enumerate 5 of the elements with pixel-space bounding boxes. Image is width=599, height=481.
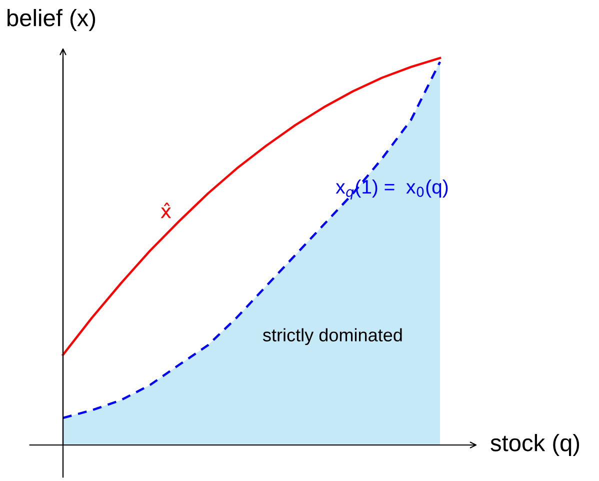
annotation: x̂ bbox=[160, 202, 172, 218]
y-axis-title: belief (x) bbox=[8, 8, 96, 31]
annotation: strictly dominated bbox=[262, 328, 402, 346]
annotation: x$_{q}$(1) = x$_{0}$(q) bbox=[336, 179, 448, 200]
x-axis-title: stock (q) bbox=[490, 434, 580, 456]
